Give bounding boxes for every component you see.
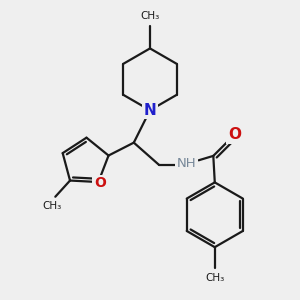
Text: CH₃: CH₃ xyxy=(205,273,224,283)
Text: N: N xyxy=(144,103,156,118)
Text: O: O xyxy=(228,127,241,142)
Text: CH₃: CH₃ xyxy=(42,201,62,211)
Text: NH: NH xyxy=(177,157,197,170)
Text: O: O xyxy=(94,176,106,190)
Text: CH₃: CH₃ xyxy=(140,11,160,21)
